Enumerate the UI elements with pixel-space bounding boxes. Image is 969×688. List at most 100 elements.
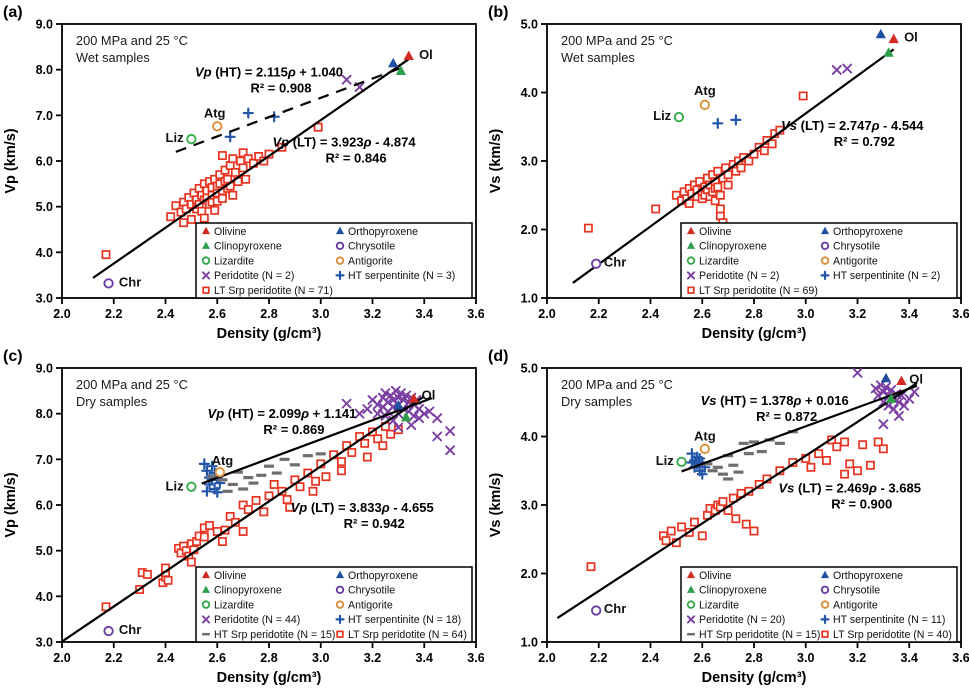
svg-text:3.0: 3.0: [312, 651, 329, 665]
svg-text:HT serpentinite (N = 3): HT serpentinite (N = 3): [348, 270, 455, 282]
svg-text:Antigorite: Antigorite: [348, 599, 393, 611]
svg-text:3.0: 3.0: [521, 155, 538, 169]
svg-text:Liz: Liz: [656, 453, 675, 468]
svg-text:2.2: 2.2: [105, 651, 122, 665]
svg-text:3.4: 3.4: [416, 307, 433, 321]
svg-text:Antigorite: Antigorite: [833, 599, 878, 611]
condition-text: 200 MPa and 25 °C Dry samples: [561, 377, 673, 409]
y-axis: 3.0 4.0 5.0 6.0 7.0 8.0 9.0 Vp (km/s): [3, 18, 62, 306]
panel-b: 2.0 2.2 2.4 2.6 2.8 3.0 3.2 3.4 3.6 Density (g/cm…: [485, 0, 969, 344]
series-antigorite: [699, 99, 710, 110]
svg-text:5.0: 5.0: [36, 544, 53, 558]
x-axis-label: Density (g/cm³): [217, 670, 322, 686]
point-labels: Ol Atg Liz Chr: [119, 387, 435, 637]
legend: Olivine Clinopyroxene Lizardite Peridotite …: [680, 222, 958, 299]
series-antigorite: [214, 466, 225, 478]
svg-text:Lizardite: Lizardite: [214, 255, 254, 267]
condition-text: 200 MPa and 25 °C Wet samples: [561, 33, 673, 65]
series-chrysotile: [103, 278, 114, 289]
corner-label: (b): [488, 4, 508, 21]
svg-text:Chrysotile: Chrysotile: [833, 241, 880, 253]
svg-text:2.4: 2.4: [642, 651, 659, 665]
svg-text:Chrysotile: Chrysotile: [348, 585, 395, 597]
series-ht_srp: [702, 430, 798, 481]
svg-text:3.6: 3.6: [467, 307, 484, 321]
svg-text:Lizardite: Lizardite: [699, 255, 739, 267]
svg-text:Vp (HT) = 2.115ρ + 1.040: Vp (HT) = 2.115ρ + 1.040: [195, 65, 343, 80]
series-chrysotile: [591, 605, 602, 616]
svg-text:3.0: 3.0: [521, 499, 538, 513]
svg-text:8.0: 8.0: [36, 63, 53, 77]
series-chrysotile: [103, 625, 114, 637]
point-labels: Ol Atg Liz Chr: [119, 47, 433, 289]
mineral-markers: [103, 50, 414, 289]
svg-text:Atg: Atg: [204, 106, 226, 121]
svg-text:Peridotite (N = 2): Peridotite (N = 2): [699, 270, 779, 282]
panel-d: 2.0 2.2 2.4 2.6 2.8 3.0 3.2 3.4 3.6 Density (g/cm…: [485, 344, 969, 688]
svg-text:Dry samples: Dry samples: [76, 394, 147, 409]
svg-text:5.0: 5.0: [521, 362, 538, 376]
x-axis: 2.0 2.2 2.4 2.6 2.8 3.0 3.2 3.4 3.6 Density (g/cm…: [53, 642, 485, 686]
y-axis: 3.0 4.0 5.0 6.0 7.0 8.0 9.0 Vp (km/s): [3, 362, 62, 650]
svg-text:LT Srp peridotite (N = 64): LT Srp peridotite (N = 64): [348, 629, 467, 641]
svg-text:2.2: 2.2: [590, 651, 607, 665]
y-axis-label: Vs (km/s): [488, 129, 504, 194]
svg-text:3.4: 3.4: [416, 651, 433, 665]
svg-text:Atg: Atg: [694, 429, 716, 444]
svg-text:Vs (LT) = 2.747ρ - 4.544: Vs (LT) = 2.747ρ - 4.544: [781, 118, 924, 133]
svg-text:3.2: 3.2: [364, 307, 381, 321]
panel-b-figure: 2.0 2.2 2.4 2.6 2.8 3.0 3.2 3.4 3.6 Density (g/cm…: [488, 4, 969, 342]
corner-label: (c): [3, 348, 23, 365]
svg-text:200 MPa and 25 °C: 200 MPa and 25 °C: [561, 33, 673, 48]
svg-text:2.6: 2.6: [694, 307, 711, 321]
svg-text:Orthopyroxene: Orthopyroxene: [348, 226, 418, 238]
series-lizardite: [186, 133, 197, 145]
svg-text:Lizardite: Lizardite: [699, 599, 739, 611]
svg-text:7.0: 7.0: [36, 453, 53, 467]
svg-text:4.0: 4.0: [36, 246, 53, 260]
series-clinopyroxene: [883, 47, 894, 57]
y-axis: 1.0 2.0 3.0 4.0 5.0 Vs (km/s): [488, 362, 547, 650]
svg-text:2.0: 2.0: [521, 567, 538, 581]
svg-text:2.0: 2.0: [538, 307, 555, 321]
panel-d-figure: 2.0 2.2 2.4 2.6 2.8 3.0 3.2 3.4 3.6 Density (g/cm…: [488, 348, 969, 686]
svg-text:Wet samples: Wet samples: [561, 50, 635, 65]
svg-text:Ol: Ol: [904, 30, 918, 45]
svg-text:2.8: 2.8: [260, 651, 277, 665]
series-antigorite: [699, 443, 710, 454]
svg-text:Peridotite (N = 44): Peridotite (N = 44): [214, 614, 300, 626]
svg-text:2.6: 2.6: [694, 651, 711, 665]
svg-text:Clinopyroxene: Clinopyroxene: [699, 585, 767, 597]
svg-text:2.6: 2.6: [209, 651, 226, 665]
series-lizardite: [673, 112, 685, 123]
svg-text:R² = 0.869: R² = 0.869: [263, 422, 324, 437]
series-lt_srp: [583, 91, 808, 233]
svg-text:8.0: 8.0: [36, 407, 53, 421]
svg-text:Olivine: Olivine: [699, 570, 731, 582]
series-olivine: [896, 375, 907, 386]
svg-text:3.0: 3.0: [797, 307, 814, 321]
svg-text:Olivine: Olivine: [214, 226, 246, 238]
point-labels: Ol Atg Liz Chr: [604, 30, 918, 270]
svg-text:Vp (LT) = 3.833ρ - 4.655: Vp (LT) = 3.833ρ - 4.655: [291, 500, 434, 515]
svg-text:R² = 0.872: R² = 0.872: [756, 409, 817, 424]
svg-text:R² = 0.942: R² = 0.942: [344, 516, 405, 531]
point-labels: Ol Atg Liz Chr: [604, 372, 923, 616]
x-axis-label: Density (g/cm³): [702, 670, 807, 686]
svg-text:R² = 0.792: R² = 0.792: [834, 134, 895, 149]
svg-text:1.0: 1.0: [521, 292, 538, 306]
svg-text:HT serpentinite (N = 18): HT serpentinite (N = 18): [348, 614, 461, 626]
svg-text:2.8: 2.8: [745, 651, 762, 665]
x-axis: 2.0 2.2 2.4 2.6 2.8 3.0 3.2 3.4 3.6 Density (g/cm…: [538, 642, 969, 686]
svg-text:3.2: 3.2: [849, 307, 866, 321]
series-ht_srp: [207, 452, 326, 493]
svg-text:2.8: 2.8: [745, 307, 762, 321]
mineral-markers: [103, 393, 420, 637]
svg-text:Lizardite: Lizardite: [214, 599, 254, 611]
svg-text:2.8: 2.8: [260, 307, 277, 321]
svg-text:3.0: 3.0: [797, 651, 814, 665]
series-olivine: [408, 393, 420, 403]
